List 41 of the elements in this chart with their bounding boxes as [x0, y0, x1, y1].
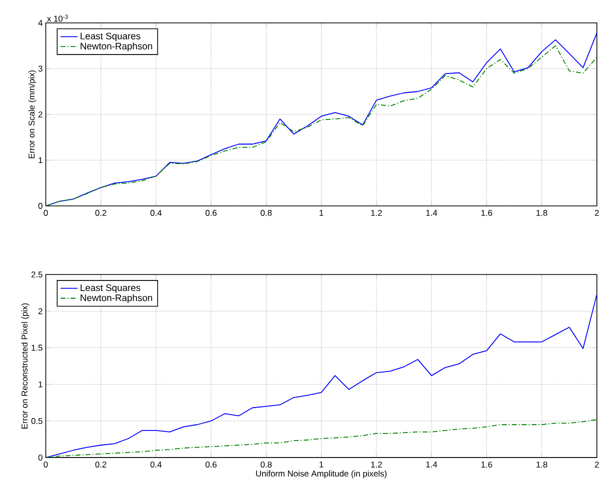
x-tick-label: 1.6 — [481, 461, 492, 468]
x-axis-title: Uniform Noise Amplitude (in pixels) — [256, 470, 387, 478]
x-tick-label: 1.8 — [536, 461, 548, 468]
x-tick-label: 0.6 — [206, 461, 217, 468]
y-tick-label: 2 — [38, 111, 42, 118]
x-tick-label: 0.2 — [95, 461, 106, 468]
x-tick-label: 0 — [44, 210, 48, 216]
x-tick-label: 2 — [594, 210, 599, 216]
y-tick-label: 1 — [38, 381, 42, 388]
y-axis-title: Error on Scale (mm/pix) — [28, 70, 36, 158]
y-tick-label: 1 — [38, 157, 42, 163]
x-tick-label: 0.8 — [260, 210, 272, 216]
text: x 10$^{-3}$ — [47, 14, 68, 22]
x-tick-label: 1.4 — [426, 461, 438, 468]
x-tick-label: 0.6 — [206, 210, 217, 216]
x-tick-label: 0.8 — [260, 461, 272, 468]
x-tick-label: 1.2 — [371, 461, 382, 468]
x-tick-label: 1.2 — [371, 210, 382, 216]
y-tick-label: 0 — [38, 202, 42, 209]
x-tick-label: 1.8 — [536, 210, 548, 216]
legend-label: Least Squares — [80, 32, 140, 42]
x-tick-label: 0 — [44, 461, 48, 468]
legend-label: Newton-Raphson — [80, 294, 152, 303]
y-tick-label: 2 — [38, 308, 42, 314]
x-tick-label: 1 — [320, 210, 324, 216]
x-tick-label: 1.4 — [426, 210, 438, 216]
x-tick-label: 1 — [320, 461, 324, 468]
x-tick-label: 0.4 — [150, 461, 162, 468]
x-tick-label: 1.6 — [481, 210, 492, 216]
y-axis-title: Error on Reconstructed Pixel (pix) — [21, 303, 30, 428]
legend-label: Least Squares — [80, 284, 140, 293]
y-tick-label: 3 — [38, 65, 42, 72]
legend-label: Newton-Raphson — [80, 42, 152, 52]
y-tick-label: 0.5 — [31, 418, 42, 424]
y-tick-label: 1.5 — [32, 344, 42, 351]
y-tick-label: 0 — [38, 454, 42, 460]
y-tick-label: 4 — [38, 20, 43, 26]
x-tick-label: 0.4 — [150, 210, 162, 216]
y-tick-label: 2.5 — [31, 271, 42, 278]
x-tick-label: 0.2 — [95, 210, 106, 216]
x-tick-label: 2 — [594, 461, 599, 468]
